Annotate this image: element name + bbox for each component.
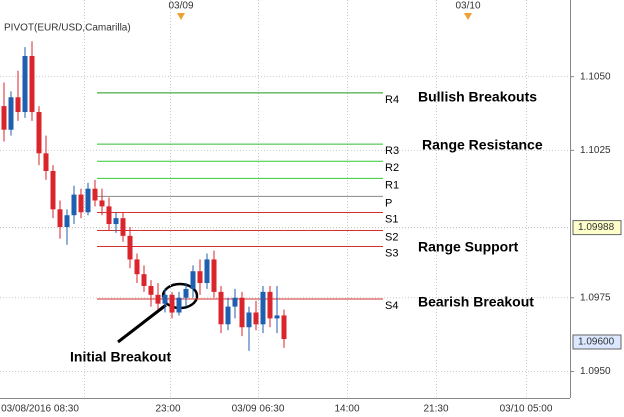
y-tick-label: 1.1025 — [580, 145, 611, 156]
candle-body — [29, 56, 35, 113]
y-tick-label: 1.1050 — [580, 71, 611, 82]
y-tick-label: 1.0950 — [580, 366, 611, 377]
pivot-label: R2 — [385, 162, 399, 174]
candle-body — [281, 315, 287, 340]
candle-body — [239, 297, 245, 328]
candle-body — [169, 294, 175, 313]
candle-body — [113, 218, 119, 225]
candle-body — [43, 153, 49, 171]
date-marker-label: 03/10 — [455, 1, 480, 12]
candle-body — [127, 235, 133, 260]
candle-body — [155, 294, 161, 304]
x-tick-label: 03/08/2016 08:30 — [1, 404, 79, 415]
candle-body — [106, 206, 112, 225]
breakout-arrow — [117, 303, 167, 344]
candle-body — [1, 106, 7, 130]
x-tick-label: 23:00 — [155, 404, 180, 415]
candle-body — [120, 218, 126, 236]
price-marker-label: 1.09600 — [578, 337, 615, 348]
candle-body — [134, 259, 140, 275]
annotation: Range Support — [418, 239, 519, 255]
candle-body — [267, 291, 273, 319]
candle-body — [260, 291, 266, 325]
pivot-label: S4 — [385, 300, 398, 312]
y-tick-label: 1.0975 — [580, 292, 611, 303]
annotation: Bullish Breakouts — [418, 89, 537, 105]
candle-body — [64, 215, 70, 228]
candle-body — [15, 97, 21, 113]
candle-body — [71, 194, 77, 216]
candle-body — [78, 194, 84, 213]
candle-body — [36, 112, 42, 154]
price-marker-box — [572, 220, 622, 236]
candle-body — [57, 209, 63, 228]
x-tick-label: 21:30 — [423, 404, 448, 415]
pivot-label: P — [385, 197, 392, 209]
candle-body — [8, 97, 14, 130]
candle-body — [148, 285, 154, 295]
candle-body — [99, 200, 105, 207]
candle-body — [176, 297, 182, 313]
pivot-label: R4 — [385, 94, 399, 106]
candle-body — [183, 288, 189, 298]
price-marker-box — [572, 334, 622, 350]
candle-body — [162, 294, 168, 304]
candle-body — [232, 297, 238, 307]
candle-body — [204, 259, 210, 284]
candle-body — [50, 170, 56, 210]
x-tick-label: 03/09 06:30 — [232, 404, 285, 415]
pivot-label: S2 — [385, 231, 398, 243]
date-marker-label: 03/09 — [168, 1, 193, 12]
candle-body — [253, 312, 259, 325]
candle-body — [92, 188, 98, 201]
date-marker — [464, 13, 472, 20]
price-marker-label: 1.09988 — [578, 222, 615, 233]
x-tick-label: 03/10 05:00 — [500, 404, 553, 415]
annotation: Range Resistance — [422, 137, 543, 153]
pivot-label: S3 — [385, 247, 398, 259]
candle-body — [22, 56, 28, 113]
candle-body — [225, 306, 231, 325]
candle-body — [211, 259, 217, 292]
pivot-label: R3 — [385, 145, 399, 157]
candle-body — [218, 291, 224, 325]
chart-title: PIVOT(EUR/USD,Camarilla) — [4, 23, 131, 34]
candle-body — [190, 271, 196, 289]
annotation: Bearish Breakout — [418, 294, 534, 310]
candle-body — [85, 188, 91, 213]
pivot-label: R1 — [385, 179, 399, 191]
annotation: Initial Breakout — [70, 349, 171, 365]
x-tick-label: 14:00 — [334, 404, 359, 415]
pivot-label: S1 — [385, 213, 398, 225]
candle-body — [197, 271, 203, 284]
candle-body — [246, 312, 252, 328]
candle-body — [274, 315, 280, 319]
date-marker — [177, 13, 185, 20]
candle-body — [141, 274, 147, 286]
